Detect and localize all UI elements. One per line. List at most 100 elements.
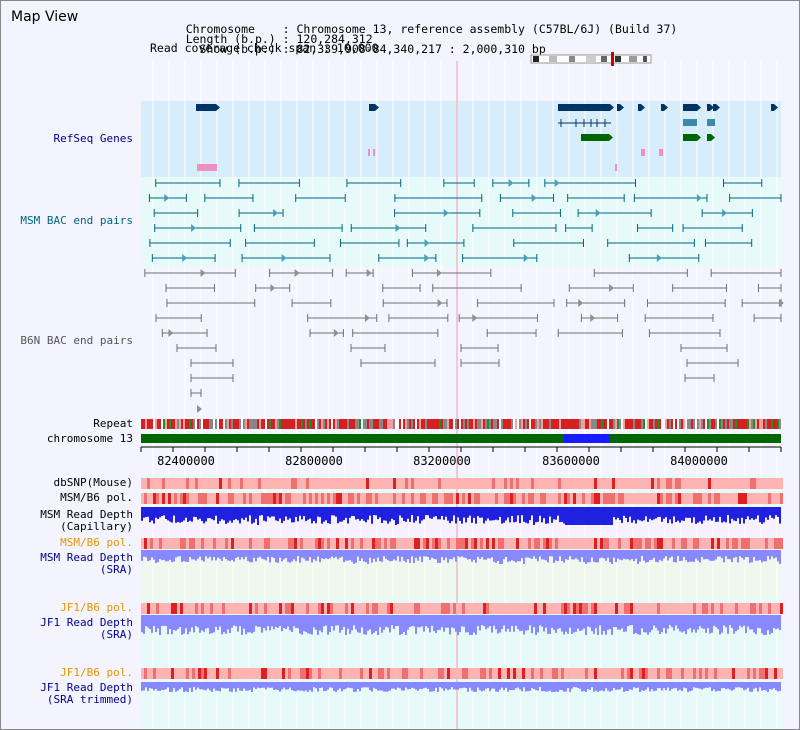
depth-bar [697, 615, 699, 630]
depth-bar [187, 615, 189, 635]
repeat-segment [397, 419, 399, 429]
depth-bar [573, 615, 575, 633]
repeat-segment [677, 419, 679, 429]
polymorphism-cell [702, 478, 705, 489]
polymorphism-cell [438, 493, 441, 504]
depth-bar [613, 507, 615, 518]
polymorphism-cell [435, 493, 438, 504]
polymorphism-cell [348, 538, 351, 549]
chromosome-highlight [564, 434, 609, 443]
depth-bar [211, 615, 213, 634]
polymorphism-cell [477, 493, 480, 504]
polymorphism-cell [585, 603, 588, 614]
depth-bar [603, 550, 605, 559]
polymorphism-cell [621, 668, 624, 679]
polymorphism-cell [414, 603, 417, 614]
depth-bar [533, 682, 535, 690]
polymorphism-cell [528, 478, 531, 489]
polymorphism-cell [414, 668, 417, 679]
polymorphism-cell [420, 668, 423, 679]
repeat-segment [487, 419, 489, 429]
depth-bar [773, 550, 775, 559]
polymorphism-cell [417, 478, 420, 489]
repeat-segment [319, 419, 321, 429]
depth-bar [493, 615, 495, 626]
polymorphism-cell [228, 493, 231, 504]
repeat-segment [545, 419, 547, 429]
depth-bar [717, 682, 719, 691]
polymorphism-cell [426, 478, 429, 489]
repeat-segment [323, 419, 325, 429]
polymorphism-cell [744, 668, 747, 679]
repeat-segment [633, 419, 635, 429]
depth-bar [621, 507, 623, 523]
polymorphism-cell [255, 478, 258, 489]
depth-bar [717, 507, 719, 522]
polymorphism-cell [258, 668, 261, 679]
depth-bar [269, 615, 271, 631]
repeat-segment [443, 419, 445, 429]
bac-end-arrow [197, 405, 202, 413]
depth-bar [735, 682, 737, 688]
depth-bar [705, 550, 707, 559]
depth-bar [423, 550, 425, 557]
depth-bar [651, 507, 653, 521]
depth-bar [735, 550, 737, 558]
depth-bar [225, 615, 227, 634]
polymorphism-cell [243, 538, 246, 549]
polymorphism-cell [204, 478, 207, 489]
depth-bar [711, 682, 713, 692]
repeat-segment [409, 419, 411, 429]
polymorphism-cell [600, 603, 603, 614]
polymorphism-cell [363, 668, 366, 679]
polymorphism-cell [552, 603, 555, 614]
repeat-segment [321, 419, 323, 429]
bac-end-arrow [778, 299, 784, 307]
polymorphism-cell [624, 493, 627, 504]
depth-bar [285, 682, 287, 690]
polymorphism-cell [591, 603, 594, 614]
polymorphism-cell [180, 538, 183, 549]
depth-bar [153, 550, 155, 560]
depth-bar [163, 507, 165, 516]
polymorphism-cell [753, 538, 756, 549]
polymorphism-cell [489, 493, 492, 504]
depth-bar [681, 682, 683, 692]
polymorphism-cell [189, 538, 192, 549]
depth-bar [373, 507, 375, 516]
polymorphism-cell [291, 478, 294, 489]
depth-bar [385, 682, 387, 692]
polymorphism-cell [612, 603, 615, 614]
depth-bar [611, 615, 613, 635]
polymorphism-cell [519, 538, 522, 549]
polymorphism-cell [387, 603, 390, 614]
depth-bar [173, 615, 175, 631]
depth-bar [645, 550, 647, 563]
depth-bar [249, 682, 251, 690]
polymorphism-cell [777, 668, 780, 679]
repeat-segment [349, 419, 351, 429]
depth-bar [301, 507, 303, 520]
depth-bar [545, 615, 547, 628]
depth-bar [479, 550, 481, 559]
repeat-segment [639, 419, 641, 429]
polymorphism-cell [762, 493, 765, 504]
depth-bar [489, 615, 491, 627]
depth-bar [205, 550, 207, 557]
polymorphism-cell [729, 538, 732, 549]
polymorphism-cell [384, 493, 387, 504]
repeat-segment [737, 419, 739, 429]
depth-bar [233, 682, 235, 689]
depth-bar [313, 682, 315, 688]
depth-bar [217, 682, 219, 691]
depth-bar [425, 550, 427, 557]
polymorphism-cell [681, 538, 684, 549]
polymorphism-cell [630, 603, 633, 614]
depth-bar [315, 507, 317, 524]
repeat-segment [213, 419, 215, 429]
polymorphism-cell [273, 478, 276, 489]
polymorphism-cell [285, 538, 288, 549]
polymorphism-cell [333, 478, 336, 489]
depth-bar [649, 682, 651, 692]
